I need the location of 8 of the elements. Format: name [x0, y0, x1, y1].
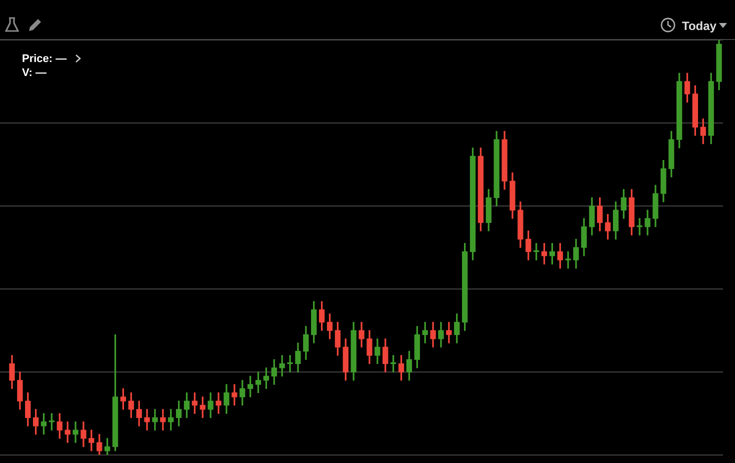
- annotation: Price: —: [22, 53, 67, 65]
- candlestick: [72, 421, 78, 443]
- annotation: V: —: [22, 66, 48, 80]
- candlestick: [216, 392, 222, 414]
- text: Today: [682, 19, 716, 33]
- candlestick: [287, 355, 293, 372]
- candlestick: [144, 409, 150, 430]
- candlestick: [152, 409, 158, 430]
